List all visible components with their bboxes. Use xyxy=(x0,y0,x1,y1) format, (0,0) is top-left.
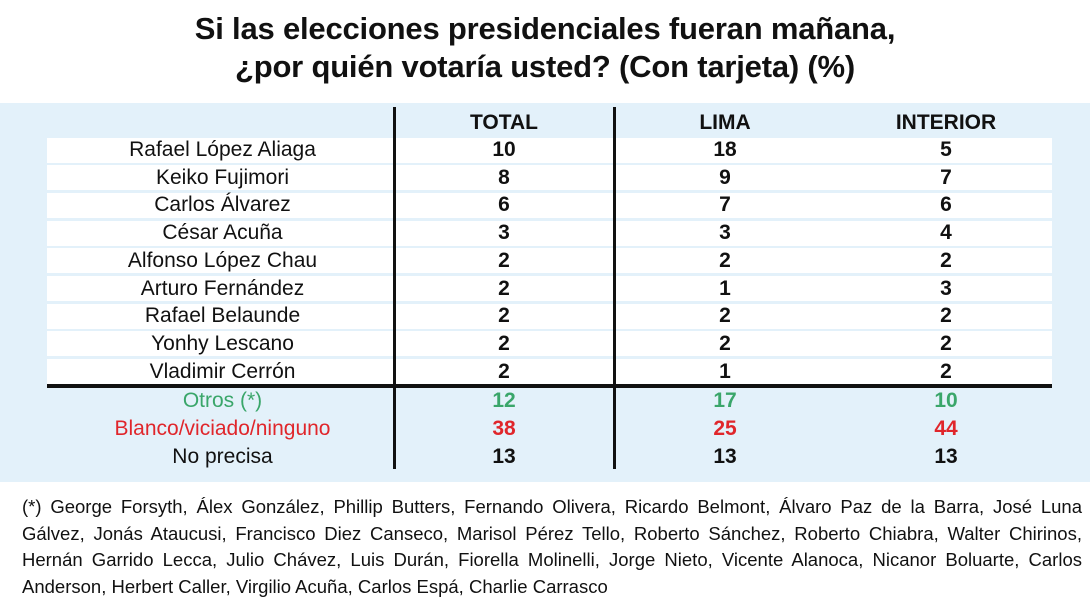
row-band xyxy=(47,165,1052,191)
table-cell: 2 xyxy=(940,248,952,272)
row-label: Yonhy Lescano xyxy=(151,331,294,355)
table-cell: 2 xyxy=(498,248,510,272)
table-cell: 2 xyxy=(719,331,731,355)
row-band xyxy=(47,192,1052,218)
row-label: Rafael López Aliaga xyxy=(129,138,316,161)
table-cell: 17 xyxy=(713,389,737,412)
row-label: No precisa xyxy=(172,445,273,468)
table-cell: 2 xyxy=(940,304,952,328)
table-cell: 2 xyxy=(940,359,952,383)
table-cell: 2 xyxy=(719,248,731,272)
table-cell: 9 xyxy=(719,165,731,189)
table-cell: 3 xyxy=(498,221,510,245)
table-cell: 2 xyxy=(940,331,952,355)
table-cell: 3 xyxy=(719,221,731,245)
row-band xyxy=(47,137,1052,163)
chart-title-line-1: Si las elecciones presidenciales fueran … xyxy=(194,11,896,46)
table-cell: 25 xyxy=(713,417,737,440)
table-cell: 10 xyxy=(492,138,516,161)
column-header-lima: LIMA xyxy=(699,111,751,134)
table-cell: 2 xyxy=(719,304,731,328)
table-cell: 2 xyxy=(498,331,510,355)
table-cell: 4 xyxy=(940,221,952,245)
table-cell: 12 xyxy=(492,389,516,412)
row-label: Vladimir Cerrón xyxy=(149,359,296,383)
row-label: Carlos Álvarez xyxy=(154,193,291,217)
table-separator xyxy=(47,384,1052,388)
table-cell: 7 xyxy=(940,165,952,189)
row-label: César Acuña xyxy=(162,221,283,245)
chart-title-line-2: ¿por quién votaría usted? (Con tarjeta) … xyxy=(234,49,856,84)
row-band xyxy=(47,276,1052,301)
row-label: Keiko Fujimori xyxy=(155,165,290,189)
table-cell: 13 xyxy=(713,445,737,468)
table-cell: 44 xyxy=(934,417,958,440)
column-header-total: TOTAL xyxy=(469,111,539,134)
row-label: Arturo Fernández xyxy=(140,276,305,300)
row-label: Blanco/viciado/ninguno xyxy=(114,417,331,440)
table-cell: 18 xyxy=(713,138,737,161)
table-cell: 6 xyxy=(498,193,510,217)
row-label: Otros (*) xyxy=(182,389,263,412)
table-cell: 8 xyxy=(498,165,510,189)
row-band xyxy=(47,331,1052,357)
table-cell: 7 xyxy=(719,193,731,217)
column-divider-2 xyxy=(613,107,616,469)
table-cell: 1 xyxy=(719,276,731,300)
table-cell: 6 xyxy=(940,193,952,217)
table-cell: 38 xyxy=(492,417,516,440)
footnote: (*) George Forsyth, Álex González, Phill… xyxy=(22,496,1082,597)
table-cell: 10 xyxy=(934,389,958,412)
row-label: Rafael Belaunde xyxy=(144,304,301,328)
table-cell: 2 xyxy=(498,359,510,383)
table-cell: 5 xyxy=(940,138,952,161)
table-cell: 3 xyxy=(940,276,952,300)
row-band xyxy=(47,248,1052,274)
table-cell: 13 xyxy=(934,445,958,468)
table-cell: 2 xyxy=(498,276,510,300)
row-band xyxy=(47,220,1052,246)
row-band xyxy=(47,303,1052,329)
table-cell: 13 xyxy=(492,445,516,468)
table-cell: 2 xyxy=(498,304,510,328)
column-header-interior: INTERIOR xyxy=(895,111,997,134)
row-label: Alfonso López Chau xyxy=(127,248,318,272)
row-band xyxy=(47,359,1052,385)
column-divider-1 xyxy=(393,107,396,469)
table-cell: 1 xyxy=(719,359,731,383)
